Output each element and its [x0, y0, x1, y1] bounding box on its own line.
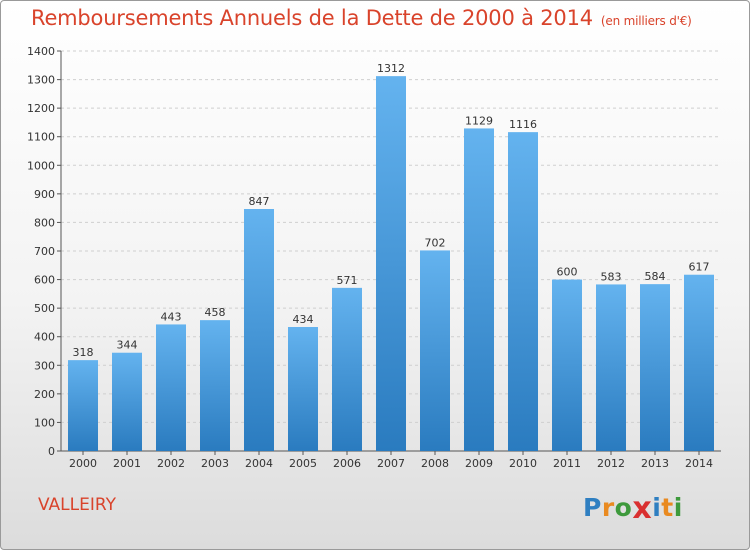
- x-tick-label: 2014: [685, 457, 713, 470]
- bar-value-label: 344: [117, 339, 138, 352]
- y-tick-label: 800: [34, 216, 55, 229]
- y-tick-label: 1000: [27, 159, 55, 172]
- x-tick-label: 2004: [245, 457, 273, 470]
- bar: [244, 209, 274, 451]
- bar-value-label: 584: [645, 270, 666, 283]
- bar: [420, 250, 450, 451]
- x-tick-label: 2013: [641, 457, 669, 470]
- bar-value-label: 600: [557, 266, 578, 279]
- chart-title: Remboursements Annuels de la Dette de 20…: [31, 6, 692, 30]
- bar: [376, 76, 406, 452]
- logo-letter: r: [601, 493, 615, 522]
- x-tick-label: 2002: [157, 457, 185, 470]
- bar-value-label: 617: [689, 261, 710, 274]
- y-tick-label: 100: [34, 416, 55, 429]
- bar: [552, 279, 582, 451]
- bar: [596, 284, 626, 451]
- bar: [508, 132, 538, 451]
- x-tick-label: 2001: [113, 457, 141, 470]
- x-tick-label: 2009: [465, 457, 493, 470]
- y-tick-label: 0: [48, 445, 55, 458]
- bar: [640, 284, 670, 451]
- bar-value-label: 571: [337, 274, 358, 287]
- logo-letter: i: [673, 493, 683, 522]
- logo-letter: i: [652, 493, 662, 522]
- bar-value-label: 1312: [377, 62, 405, 75]
- bar: [112, 352, 142, 451]
- y-tick-label: 1300: [27, 74, 55, 87]
- y-tick-label: 200: [34, 388, 55, 401]
- x-tick-label: 2008: [421, 457, 449, 470]
- y-tick-label: 600: [34, 274, 55, 287]
- y-tick-label: 300: [34, 359, 55, 372]
- bar-value-label: 702: [425, 236, 446, 249]
- unit-label: (en milliers d'€): [600, 14, 692, 28]
- bar-value-label: 847: [249, 195, 270, 208]
- y-tick-label: 1200: [27, 102, 55, 115]
- bar-value-label: 1116: [509, 118, 537, 131]
- bars: [68, 76, 714, 452]
- x-tick-label: 2005: [289, 457, 317, 470]
- x-tick-label: 2007: [377, 457, 405, 470]
- x-tick-label: 2003: [201, 457, 229, 470]
- bar-value-label: 318: [73, 346, 94, 359]
- bar: [156, 324, 186, 451]
- logo-letter: t: [661, 493, 674, 522]
- y-tick-label: 500: [34, 302, 55, 315]
- title-text: Remboursements Annuels de la Dette de 20…: [31, 6, 593, 30]
- x-tick-label: 2006: [333, 457, 361, 470]
- bar: [200, 320, 230, 451]
- bar-value-label: 443: [161, 310, 182, 323]
- bar: [464, 128, 494, 451]
- commune-name: VALLEIRY: [38, 495, 116, 515]
- bar-value-label: 434: [293, 313, 314, 326]
- proxiti-logo[interactable]: Proxiti: [583, 489, 683, 526]
- y-tick-label: 700: [34, 245, 55, 258]
- logo-letter: P: [583, 493, 602, 522]
- labels: 0 100 200 300 400 500 600 700 800 900 1000 1100 1200…: [27, 45, 713, 470]
- bar: [684, 274, 714, 451]
- bar: [68, 360, 98, 451]
- y-tick-label: 900: [34, 188, 55, 201]
- bar: [332, 287, 362, 451]
- x-tick-label: 2012: [597, 457, 625, 470]
- logo-letter: o: [614, 493, 633, 522]
- y-tick-label: 1400: [27, 45, 55, 58]
- x-tick-label: 2011: [553, 457, 581, 470]
- bar: [288, 327, 318, 451]
- logo-letter: x: [632, 491, 653, 526]
- bar-value-label: 458: [205, 306, 226, 319]
- x-tick-label: 2000: [69, 457, 97, 470]
- bar-value-label: 583: [601, 270, 622, 283]
- y-tick-label: 400: [34, 331, 55, 344]
- x-tick-label: 2010: [509, 457, 537, 470]
- y-tick-label: 1100: [27, 131, 55, 144]
- bar-value-label: 1129: [465, 114, 493, 127]
